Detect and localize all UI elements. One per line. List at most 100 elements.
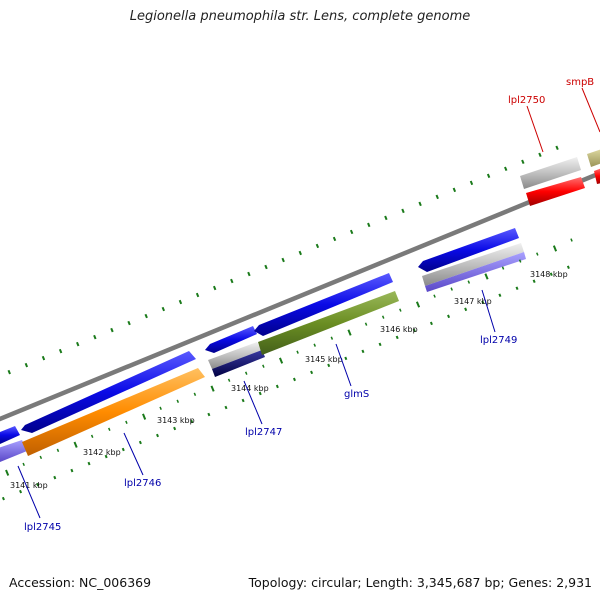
track-dot (70, 468, 74, 473)
tick-label: 3141 kbp (10, 481, 48, 490)
minor-tick (330, 336, 334, 340)
track-dot (161, 306, 166, 312)
leader-smpb (581, 87, 600, 133)
cds-forward-smpb[interactable] (587, 149, 600, 167)
label-leaders (17, 87, 600, 519)
genome-summary-text: Topology: circular; Length: 3,345,687 bp… (248, 575, 592, 590)
track-dot (247, 271, 251, 277)
minor-tick (296, 350, 299, 354)
feature-purple-lpl2749[interactable] (425, 252, 526, 292)
track-dot (384, 215, 388, 221)
track-dot (521, 159, 525, 165)
track-dot (310, 370, 314, 375)
minor-tick (433, 294, 436, 298)
gene-label-lpl2747[interactable]: lpl2747 (245, 427, 282, 438)
tick-label: 3142 kbp (83, 448, 121, 457)
track-dot (504, 166, 508, 172)
feature-orange-lpl2746[interactable] (22, 368, 205, 456)
track-dot (230, 278, 234, 284)
track-dot (555, 145, 559, 151)
accession-text: Accession: NC_006369 (9, 575, 152, 590)
track-dot (207, 412, 211, 417)
gene-label-lpl2746[interactable]: lpl2746 (124, 478, 161, 489)
tick-label: 3146 kbp (380, 325, 418, 334)
minor-tick (262, 364, 265, 368)
feature-red-lpl2750[interactable] (526, 177, 585, 206)
gene-label-lpl2749[interactable]: lpl2749 (480, 335, 517, 346)
minor-tick (381, 315, 385, 319)
feature-gray-lpl2749[interactable] (422, 243, 524, 286)
cds-forward-lpl2746[interactable] (21, 351, 196, 433)
minor-tick (467, 280, 471, 284)
minor-tick (244, 371, 248, 375)
track-dot (549, 272, 553, 277)
minor-tick (193, 392, 197, 396)
gene-label-glms[interactable]: glmS (344, 389, 369, 400)
major-tick (210, 385, 215, 392)
major-tick (484, 273, 489, 280)
gene-label-smpb[interactable]: smpB (566, 77, 594, 88)
feature-olive-glms[interactable] (258, 291, 399, 355)
track-dot (361, 349, 365, 354)
track-dot (212, 285, 217, 291)
track-dot (378, 342, 382, 347)
feature-purple-lpl2745[interactable] (0, 440, 27, 462)
minor-tick (125, 420, 128, 424)
major-tick (347, 329, 352, 336)
track-dot (224, 405, 228, 410)
track-dot (104, 454, 108, 459)
track-dot (156, 433, 160, 438)
minor-tick (536, 252, 539, 256)
track-dot (486, 173, 491, 179)
track-dot (76, 341, 80, 347)
track-dot (138, 440, 142, 445)
feature-navy-lpl2747[interactable] (212, 350, 265, 377)
track-dot (58, 348, 63, 354)
feature-gray-lpl2747[interactable] (208, 342, 262, 369)
track-dot (53, 475, 57, 480)
track-dot (275, 384, 279, 389)
track-dot (41, 355, 46, 361)
track-dot (429, 321, 433, 326)
track-dot (447, 314, 451, 319)
cds-forward-lpl2747[interactable] (205, 326, 257, 353)
map-title: Legionella pneumophila str. Lens, comple… (129, 9, 471, 24)
gene-label-lpl2745[interactable]: lpl2745 (24, 522, 61, 533)
tick-label: 3143 kbp (157, 416, 195, 425)
track-dot (281, 257, 285, 263)
tick-labels: 3141 kbp 3142 kbp 3143 kbp 3144 kbp 3145… (10, 270, 568, 490)
minor-tick (56, 448, 60, 453)
cds-forward-glms[interactable] (254, 273, 393, 336)
tick-label: 3148 kbp (530, 270, 568, 279)
minor-tick (90, 434, 94, 439)
track-dot (464, 307, 468, 312)
track-dot (195, 292, 200, 298)
gene-label-lpl2750[interactable]: lpl2750 (508, 95, 545, 106)
track-dot (315, 243, 320, 249)
tick-label: 3144 kbp (231, 384, 269, 393)
cds-forward-lpl2750[interactable] (520, 157, 581, 189)
tick-label: 3145 kbp (305, 355, 343, 364)
track-dot (144, 313, 148, 319)
inner-dotted-track (1, 265, 570, 501)
major-tick (278, 357, 284, 364)
track-dot (395, 335, 399, 340)
minor-tick (570, 238, 573, 242)
track-dot (349, 229, 354, 235)
feature-red-smpb[interactable] (594, 168, 600, 184)
track-dot (481, 300, 485, 305)
minor-tick (159, 406, 162, 410)
minor-tick (227, 378, 231, 382)
track-dot (566, 265, 570, 270)
track-dot (264, 264, 268, 270)
minor-tick (501, 266, 505, 270)
cds-forward-lpl2749[interactable] (418, 228, 519, 272)
track-dot (418, 201, 422, 207)
minor-tick (364, 322, 368, 326)
track-dot (327, 363, 331, 368)
track-dot (173, 426, 177, 431)
cds-forward-lpl2745[interactable] (0, 426, 20, 444)
track-dot (110, 327, 114, 333)
track-dot (24, 362, 29, 368)
